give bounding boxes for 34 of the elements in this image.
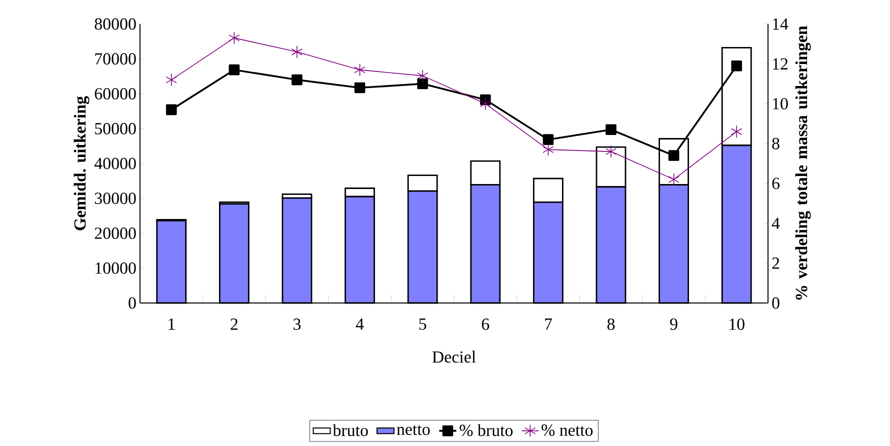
y2-tick-label: 10: [773, 98, 788, 110]
y-tick-label: 10000: [96, 262, 136, 274]
y-axis-title: Gemidd. uitkering: [74, 96, 90, 230]
y-tick-label: 80000: [94, 18, 136, 30]
x-tick-label: 8: [607, 318, 615, 330]
legend-label: % bruto: [460, 424, 513, 436]
y2-tick-label: 4: [772, 218, 780, 229]
y-tick-label: 60000: [94, 88, 136, 100]
x-tick-label: 4: [356, 318, 364, 330]
x-tick-label: 10: [730, 318, 744, 330]
y-tick-label: 0: [128, 297, 136, 309]
y-tick-label: 30000: [94, 192, 136, 204]
x-tick-label: 5: [419, 318, 426, 330]
y2-tick-label: 12: [773, 58, 788, 70]
legend-label: bruto: [332, 424, 368, 436]
y-tick-label: 70000: [95, 53, 136, 65]
y2-tick-label: 2: [772, 258, 780, 269]
y2-axis-title: % verdeling totale massa uitkeringen: [795, 26, 811, 300]
x-tick-label: 9: [670, 318, 678, 330]
legend-label: netto: [396, 425, 430, 435]
x-tick-label: 3: [294, 318, 301, 330]
y2-tick-label: 6: [772, 178, 780, 190]
x-tick-label: 1: [168, 318, 175, 330]
y2-tick-label: 14: [773, 18, 788, 30]
x-tick-label: 6: [482, 318, 490, 330]
x-axis-title: Deciel: [432, 350, 476, 363]
x-tick-label: 2: [230, 318, 238, 330]
x-tick-label: 7: [545, 318, 552, 330]
y-tick-label: 20000: [94, 228, 136, 239]
y2-tick-label: 8: [772, 138, 780, 150]
y2-tick-label: 0: [772, 297, 780, 309]
y-tick-label: 50000: [95, 122, 136, 134]
legend-label: % netto: [542, 424, 593, 436]
y-tick-label: 40000: [94, 158, 136, 170]
